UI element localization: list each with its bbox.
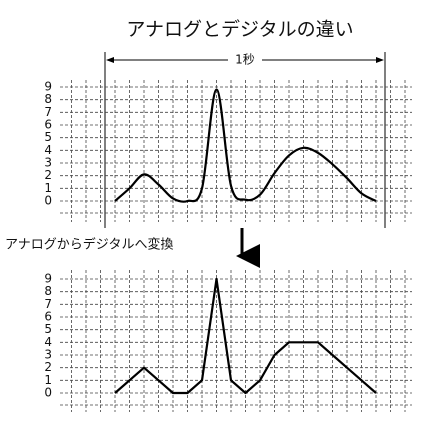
y-tick-label: 6 [44, 118, 52, 132]
annotation: 1秒 [235, 53, 255, 67]
y-tick-label: 9 [44, 272, 52, 286]
y-tick-label: 7 [44, 105, 52, 119]
y-tick-label: 4 [44, 143, 52, 157]
y-tick-label: 4 [44, 335, 52, 349]
y-tick-label: 0 [44, 386, 52, 400]
y-tick-label: 7 [44, 297, 52, 311]
y-tick-label: 0 [44, 194, 52, 208]
chart-title: アナログとデジタルの違い [126, 19, 353, 41]
y-tick-label: 9 [44, 80, 52, 94]
y-tick-label: 2 [44, 168, 52, 182]
signal-line [114, 88, 377, 203]
annotation: アナログからデジタルへ変換 [5, 237, 173, 253]
y-tick-label: 8 [44, 92, 52, 106]
y-tick-label: 6 [44, 310, 52, 324]
y-tick-label: 3 [44, 156, 52, 170]
y-tick-label: 1 [44, 373, 52, 387]
y-tick-label: 1 [44, 181, 52, 195]
y-tick-label: 8 [44, 284, 52, 298]
y-tick-label: 2 [44, 360, 52, 374]
y-tick-label: 5 [44, 130, 52, 144]
signal-line [114, 277, 377, 395]
y-tick-label: 3 [44, 348, 52, 362]
y-tick-label: 5 [44, 322, 52, 336]
